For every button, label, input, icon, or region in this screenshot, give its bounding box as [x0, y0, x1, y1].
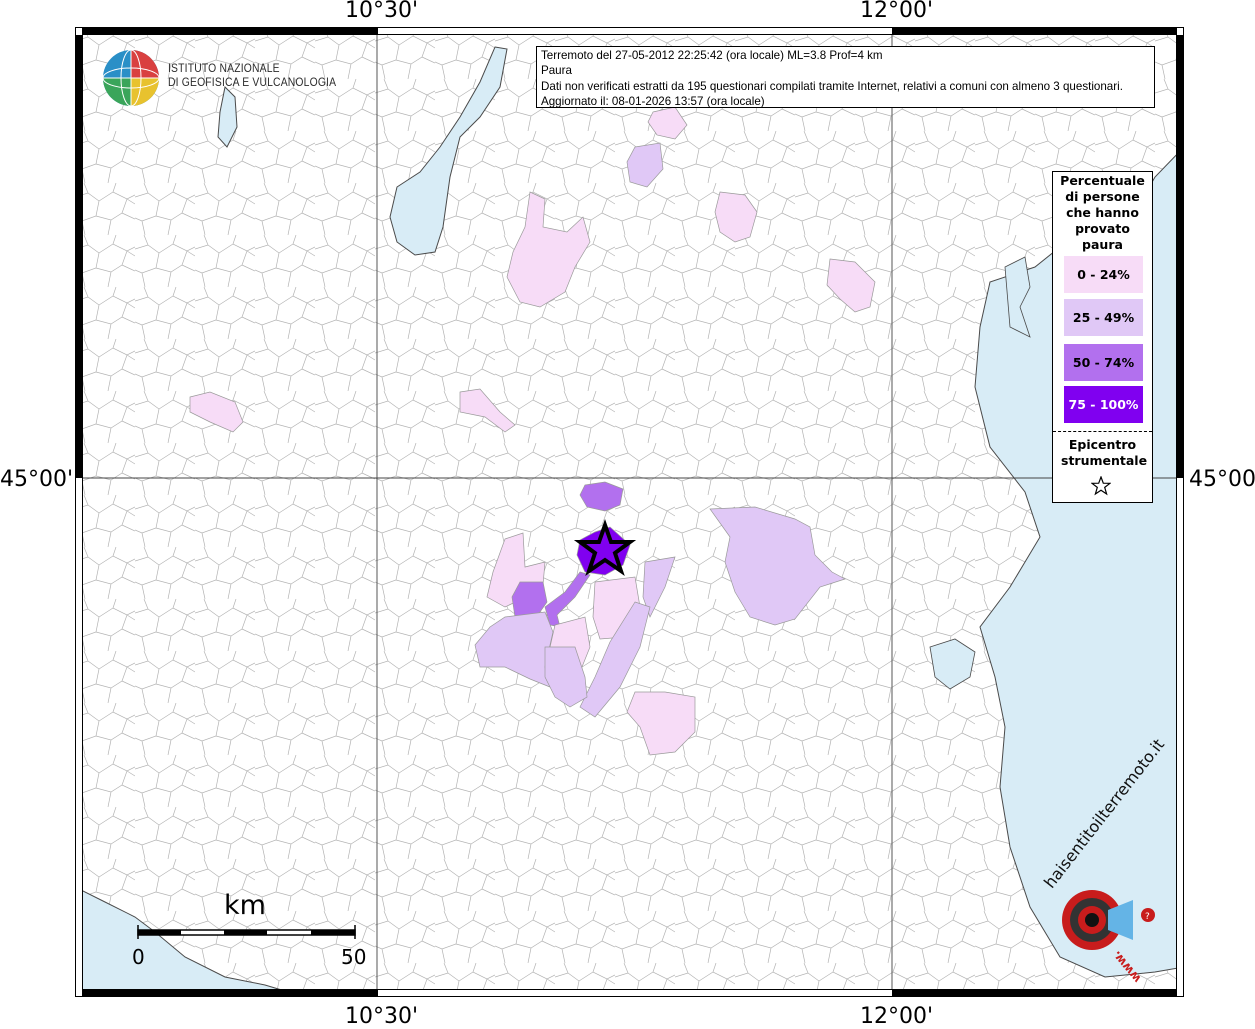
sea-tyrrhenian — [75, 886, 306, 997]
frame-bottom-dark-left — [83, 989, 378, 997]
info-line4: Aggiornato il: 08-01-2026 13:57 (ora loc… — [541, 94, 765, 108]
legend-item-0: 0 - 24% — [1064, 256, 1143, 293]
ingv-logo — [101, 48, 161, 108]
legend-item-1: 25 - 49% — [1064, 299, 1143, 336]
frame-top-dark-right — [892, 27, 1176, 35]
legend-item-2: 50 - 74% — [1064, 344, 1143, 381]
coord-bottom-left: 10°30' — [345, 1004, 419, 1029]
legend-epicentro: Epicentro strumentale — [1061, 437, 1148, 468]
info-line2: Paura — [541, 64, 572, 78]
epicenter-star — [573, 518, 637, 577]
scale-max: 50 — [341, 945, 367, 969]
legend-label-3: 75 - 100% — [1068, 397, 1139, 412]
legend-divider — [1053, 431, 1152, 432]
map-svg — [75, 27, 1184, 997]
scale-bar — [137, 925, 356, 939]
info-box: Terremoto del 27-05-2012 22:25:42 (ora l… — [536, 46, 1155, 108]
lake-iseo — [217, 85, 238, 148]
legend-title: Percentuale di persone che hanno provato… — [1060, 173, 1145, 252]
frame-right-dark — [1176, 35, 1184, 478]
coord-bottom-right: 12°00' — [860, 1004, 934, 1029]
coord-top-right: 12°00' — [860, 0, 934, 23]
coord-top-left: 10°30' — [345, 0, 419, 23]
legend-label-1: 25 - 49% — [1072, 310, 1135, 325]
ingv-line2: DI GEOFISICA E VULCANOLOGIA — [168, 76, 337, 89]
ingv-line1: ISTITUTO NAZIONALE — [168, 63, 280, 75]
hsit-logo: ? — [1038, 860, 1170, 970]
info-line1: Terremoto del 27-05-2012 22:25:42 (ora l… — [541, 49, 883, 62]
legend: Percentuale di persone che hanno provato… — [1052, 171, 1153, 503]
ingv-name: ISTITUTO NAZIONALE DI GEOFISICA E VULCAN… — [168, 63, 336, 90]
star-icon — [1091, 476, 1111, 496]
scale-unit: km — [224, 890, 266, 921]
coord-left: 45°00' — [0, 467, 74, 492]
legend-label-2: 50 - 74% — [1072, 355, 1135, 370]
lagoon-comacchio — [929, 638, 976, 690]
felt-fear-areas — [189, 106, 876, 756]
frame-bottom-dark-right — [892, 989, 1176, 997]
info-line3: Dati non verificati estratti da 195 ques… — [541, 79, 1123, 93]
frame-top-dark-left — [83, 27, 378, 35]
legend-item-3: 75 - 100% — [1064, 386, 1143, 423]
lake-garda — [389, 46, 508, 256]
frame-left — [75, 27, 83, 997]
frame-left-dark — [75, 35, 83, 478]
lagoon — [1004, 256, 1031, 338]
frame-right — [1176, 27, 1184, 997]
globe-icon — [102, 49, 160, 107]
coord-right: 45°00' — [1189, 467, 1255, 492]
scale-min: 0 — [132, 945, 145, 969]
hsit-icon: ? — [1062, 890, 1155, 950]
map-canvas — [75, 27, 1184, 997]
svg-text:?: ? — [1145, 912, 1150, 922]
legend-label-0: 0 - 24% — [1077, 267, 1130, 282]
